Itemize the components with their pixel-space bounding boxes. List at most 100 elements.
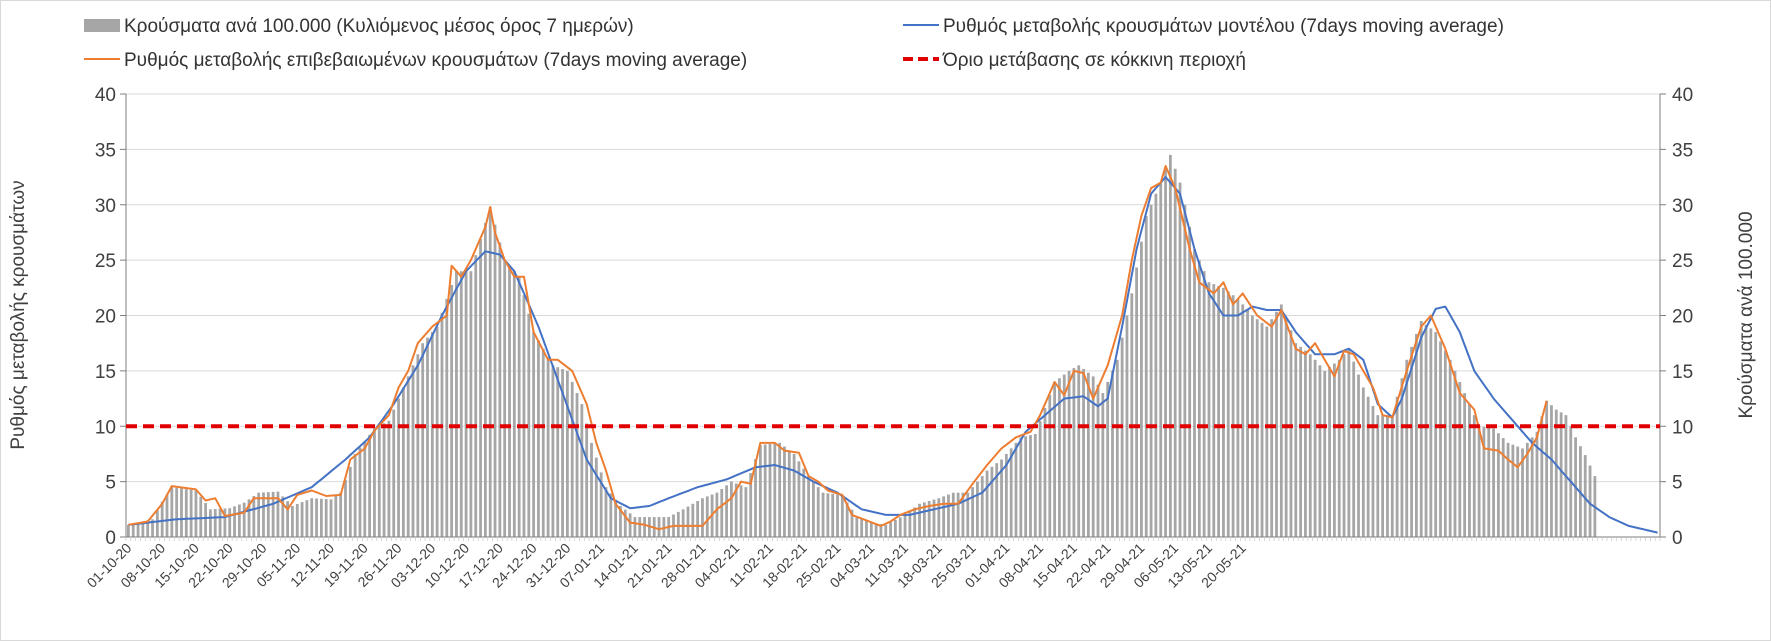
bar bbox=[1395, 396, 1399, 537]
bar bbox=[619, 505, 622, 537]
bar bbox=[1004, 453, 1008, 537]
y-axis-left-ticks: 0 5 10 15 20 25 30 35 40 bbox=[95, 85, 126, 549]
bar bbox=[1183, 204, 1187, 537]
bar bbox=[754, 459, 757, 537]
bar bbox=[1294, 343, 1298, 537]
bar bbox=[638, 517, 642, 537]
bar bbox=[421, 343, 425, 537]
bar bbox=[1226, 291, 1230, 537]
y-tick-label-left: 35 bbox=[95, 140, 116, 161]
bar bbox=[136, 522, 140, 537]
bar bbox=[1159, 182, 1163, 537]
bar bbox=[1410, 346, 1413, 537]
bar bbox=[1458, 381, 1462, 537]
bar bbox=[508, 265, 511, 537]
bar bbox=[416, 354, 420, 537]
bar bbox=[377, 425, 381, 537]
bar bbox=[233, 506, 236, 537]
bar bbox=[686, 506, 690, 537]
bar bbox=[228, 508, 232, 537]
bar bbox=[903, 514, 907, 537]
bar bbox=[189, 489, 193, 537]
bar bbox=[479, 239, 482, 537]
bar bbox=[749, 473, 753, 537]
bar bbox=[1091, 376, 1095, 537]
bar bbox=[792, 453, 796, 537]
bar bbox=[1246, 309, 1249, 537]
bar bbox=[985, 470, 989, 537]
bar bbox=[590, 442, 593, 537]
bar bbox=[1082, 369, 1085, 537]
line-series bbox=[126, 165, 1660, 534]
bar bbox=[1468, 404, 1471, 537]
bar bbox=[175, 487, 179, 537]
bar bbox=[541, 348, 545, 537]
y-tick-label-right: 30 bbox=[1672, 196, 1693, 217]
bar bbox=[1236, 298, 1240, 537]
bar bbox=[1487, 427, 1491, 537]
bar bbox=[199, 496, 203, 537]
bar bbox=[247, 499, 251, 537]
legend-swatch-bars bbox=[84, 19, 120, 32]
bar bbox=[165, 494, 169, 537]
bar bbox=[406, 376, 410, 537]
bar bbox=[1554, 409, 1558, 537]
bar bbox=[1217, 285, 1221, 537]
bar bbox=[927, 501, 931, 537]
bar bbox=[1506, 442, 1510, 537]
bar bbox=[758, 445, 762, 537]
bar bbox=[1154, 193, 1158, 538]
bar bbox=[1342, 354, 1346, 537]
bar bbox=[580, 404, 584, 537]
bar bbox=[831, 493, 835, 537]
bar bbox=[503, 260, 507, 537]
bar bbox=[1149, 204, 1153, 537]
bar bbox=[455, 271, 458, 537]
bar bbox=[1376, 415, 1380, 537]
bar bbox=[1072, 368, 1076, 537]
bar bbox=[1308, 354, 1312, 537]
legend: Κρούσματα ανά 100.000 (Κυλιόμενος μέσος … bbox=[84, 16, 1504, 71]
bar bbox=[836, 494, 839, 537]
bar bbox=[657, 517, 661, 537]
bar bbox=[1357, 374, 1360, 537]
bar bbox=[725, 485, 728, 537]
y-tick-label-left: 25 bbox=[95, 251, 116, 272]
bar bbox=[551, 365, 555, 537]
bar bbox=[348, 466, 352, 537]
bar bbox=[1168, 154, 1172, 537]
bar bbox=[797, 461, 801, 537]
bar bbox=[1477, 426, 1481, 537]
bar bbox=[430, 332, 434, 537]
bar bbox=[1014, 442, 1018, 537]
bar bbox=[1540, 416, 1544, 537]
bar bbox=[1241, 304, 1245, 537]
bar bbox=[291, 505, 294, 537]
bar bbox=[609, 493, 613, 537]
bar bbox=[561, 369, 564, 537]
bar bbox=[426, 337, 429, 537]
bar bbox=[894, 519, 897, 537]
bar bbox=[1583, 455, 1587, 537]
bar bbox=[1029, 435, 1032, 537]
bar bbox=[300, 502, 304, 537]
bar bbox=[257, 492, 261, 537]
bar bbox=[252, 496, 256, 537]
bar bbox=[739, 485, 743, 537]
legend-label-model: Ρυθμός μεταβολής κρουσμάτων μοντέλου (7d… bbox=[943, 16, 1504, 37]
bar bbox=[1144, 215, 1148, 537]
bar bbox=[720, 489, 724, 537]
bar bbox=[773, 443, 777, 537]
bar bbox=[1111, 370, 1114, 537]
bar bbox=[1033, 434, 1037, 537]
bar bbox=[397, 398, 400, 537]
bar bbox=[1414, 333, 1418, 537]
bar bbox=[363, 441, 367, 537]
x-axis-ticks: 01-10-2008-10-2015-10-2022-10-2029-10-20… bbox=[84, 537, 1661, 591]
bar bbox=[464, 271, 468, 537]
bar bbox=[840, 494, 844, 537]
bar bbox=[1525, 442, 1529, 537]
legend-label-confirmed: Ρυθμός μεταβολής επιβεβαιωμένων κρουσμάτ… bbox=[124, 50, 747, 71]
bar bbox=[1439, 341, 1442, 537]
